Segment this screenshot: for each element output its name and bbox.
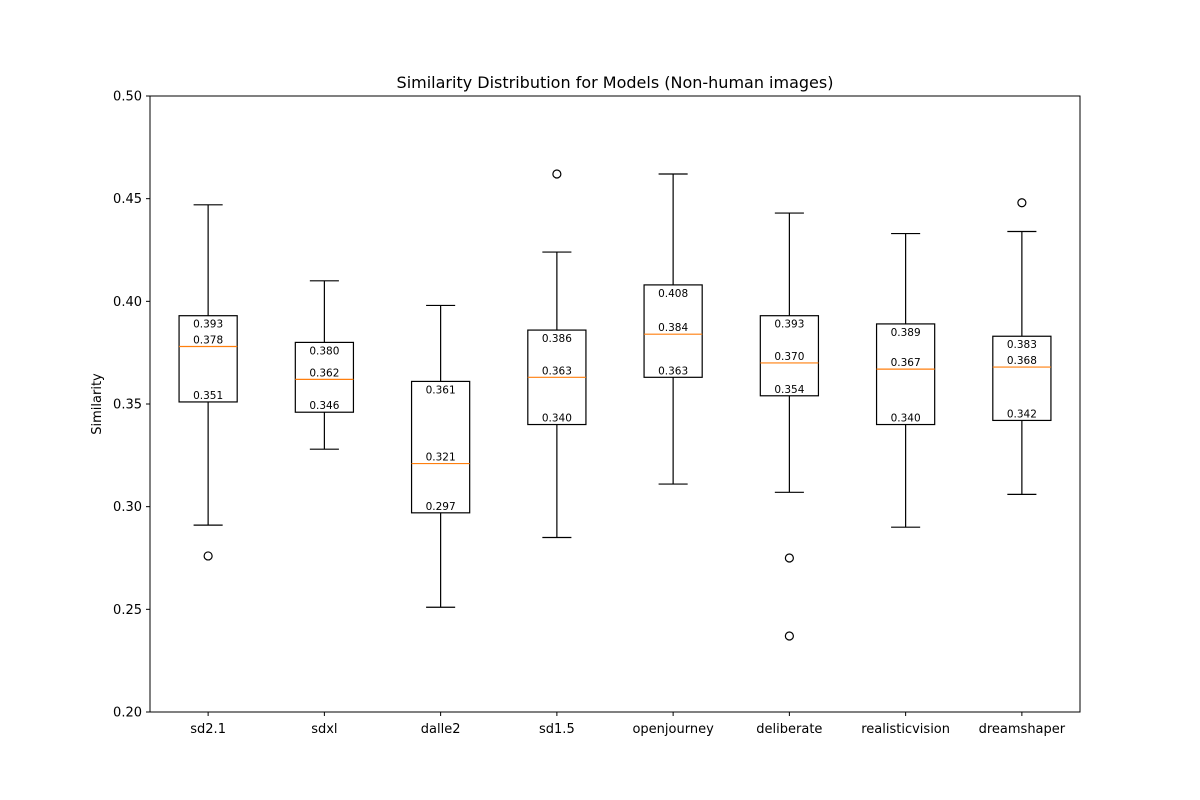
median-value-label: 0.368 xyxy=(1007,355,1037,367)
x-tick-label: realisticvision xyxy=(861,722,950,737)
iqr-box xyxy=(759,315,820,397)
iqr-box xyxy=(178,315,238,403)
y-tick-label: 0.25 xyxy=(113,603,142,618)
iqr-box xyxy=(643,284,703,378)
q3-value-label: 0.393 xyxy=(774,319,804,331)
q1-value-label: 0.363 xyxy=(658,365,688,377)
iqr-box xyxy=(410,380,471,514)
box-dalle2: 0.361 0.321 0.297 xyxy=(410,304,471,608)
y-tick-label: 0.35 xyxy=(113,398,142,413)
median-value-label: 0.384 xyxy=(658,322,688,334)
box-series: 0.393 0.378 0.351 0.380 0.362 0.346 0.361 0.321… xyxy=(178,169,1052,641)
box-sd1-5: 0.386 0.363 0.340 xyxy=(527,169,587,539)
q3-value-label: 0.408 xyxy=(658,288,688,300)
x-tick-label: dreamshaper xyxy=(979,722,1066,737)
iqr-box xyxy=(992,335,1052,422)
q1-value-label: 0.297 xyxy=(426,501,456,513)
box-dreamshaper: 0.383 0.368 0.342 xyxy=(992,198,1052,495)
q3-value-label: 0.361 xyxy=(426,384,456,396)
box-realisticvision: 0.389 0.367 0.340 xyxy=(875,232,936,528)
iqr-box xyxy=(294,341,355,413)
x-tick-label: dalle2 xyxy=(421,722,461,737)
q3-value-label: 0.383 xyxy=(1007,339,1037,351)
y-tick-label: 0.20 xyxy=(113,706,142,721)
q1-value-label: 0.351 xyxy=(193,390,223,402)
y-tick-label: 0.30 xyxy=(113,500,142,515)
q3-value-label: 0.389 xyxy=(891,327,921,339)
box-openjourney: 0.408 0.384 0.363 xyxy=(643,173,703,485)
median-value-label: 0.321 xyxy=(426,452,456,464)
median-value-label: 0.363 xyxy=(542,365,572,377)
outlier-point xyxy=(203,551,213,561)
y-tick-label: 0.40 xyxy=(113,295,142,310)
box-sd2-1: 0.393 0.378 0.351 xyxy=(178,204,238,561)
box-deliberate: 0.393 0.370 0.354 xyxy=(759,212,820,641)
median-value-label: 0.362 xyxy=(309,367,339,379)
chart-title: Similarity Distribution for Models (Non-… xyxy=(397,73,834,92)
x-tick-label: sdxl xyxy=(311,722,337,737)
y-tick-label: 0.50 xyxy=(113,90,142,105)
x-tick-label: sd2.1 xyxy=(190,722,226,737)
median-value-label: 0.367 xyxy=(891,357,921,369)
x-axis: sd2.1 sdxl dalle2 sd1.5 openjourney deliberat… xyxy=(190,712,1066,737)
q1-value-label: 0.346 xyxy=(309,400,339,412)
y-axis: 0.20 0.25 0.30 0.35 0.40 0.45 0.50 xyxy=(113,90,150,721)
outlier-point xyxy=(784,553,794,563)
x-tick-label: sd1.5 xyxy=(539,722,575,737)
q1-value-label: 0.340 xyxy=(891,413,921,425)
y-tick-label: 0.45 xyxy=(113,192,142,207)
outlier-point xyxy=(1017,198,1027,208)
outlier-point xyxy=(552,169,562,179)
box-sdxl: 0.380 0.362 0.346 xyxy=(294,280,355,450)
plot-frame xyxy=(149,95,1081,713)
q1-value-label: 0.342 xyxy=(1007,408,1037,420)
median-value-label: 0.370 xyxy=(774,351,804,363)
x-tick-label: openjourney xyxy=(632,722,714,737)
outlier-point xyxy=(784,631,794,641)
x-tick-label: deliberate xyxy=(756,722,822,737)
iqr-box xyxy=(875,323,936,426)
q3-value-label: 0.386 xyxy=(542,333,572,345)
q1-value-label: 0.354 xyxy=(774,384,804,396)
q3-value-label: 0.380 xyxy=(309,345,339,357)
median-value-label: 0.378 xyxy=(193,335,223,347)
y-axis-label: Similarity xyxy=(90,373,105,435)
q1-value-label: 0.340 xyxy=(542,413,572,425)
q3-value-label: 0.393 xyxy=(193,319,223,331)
